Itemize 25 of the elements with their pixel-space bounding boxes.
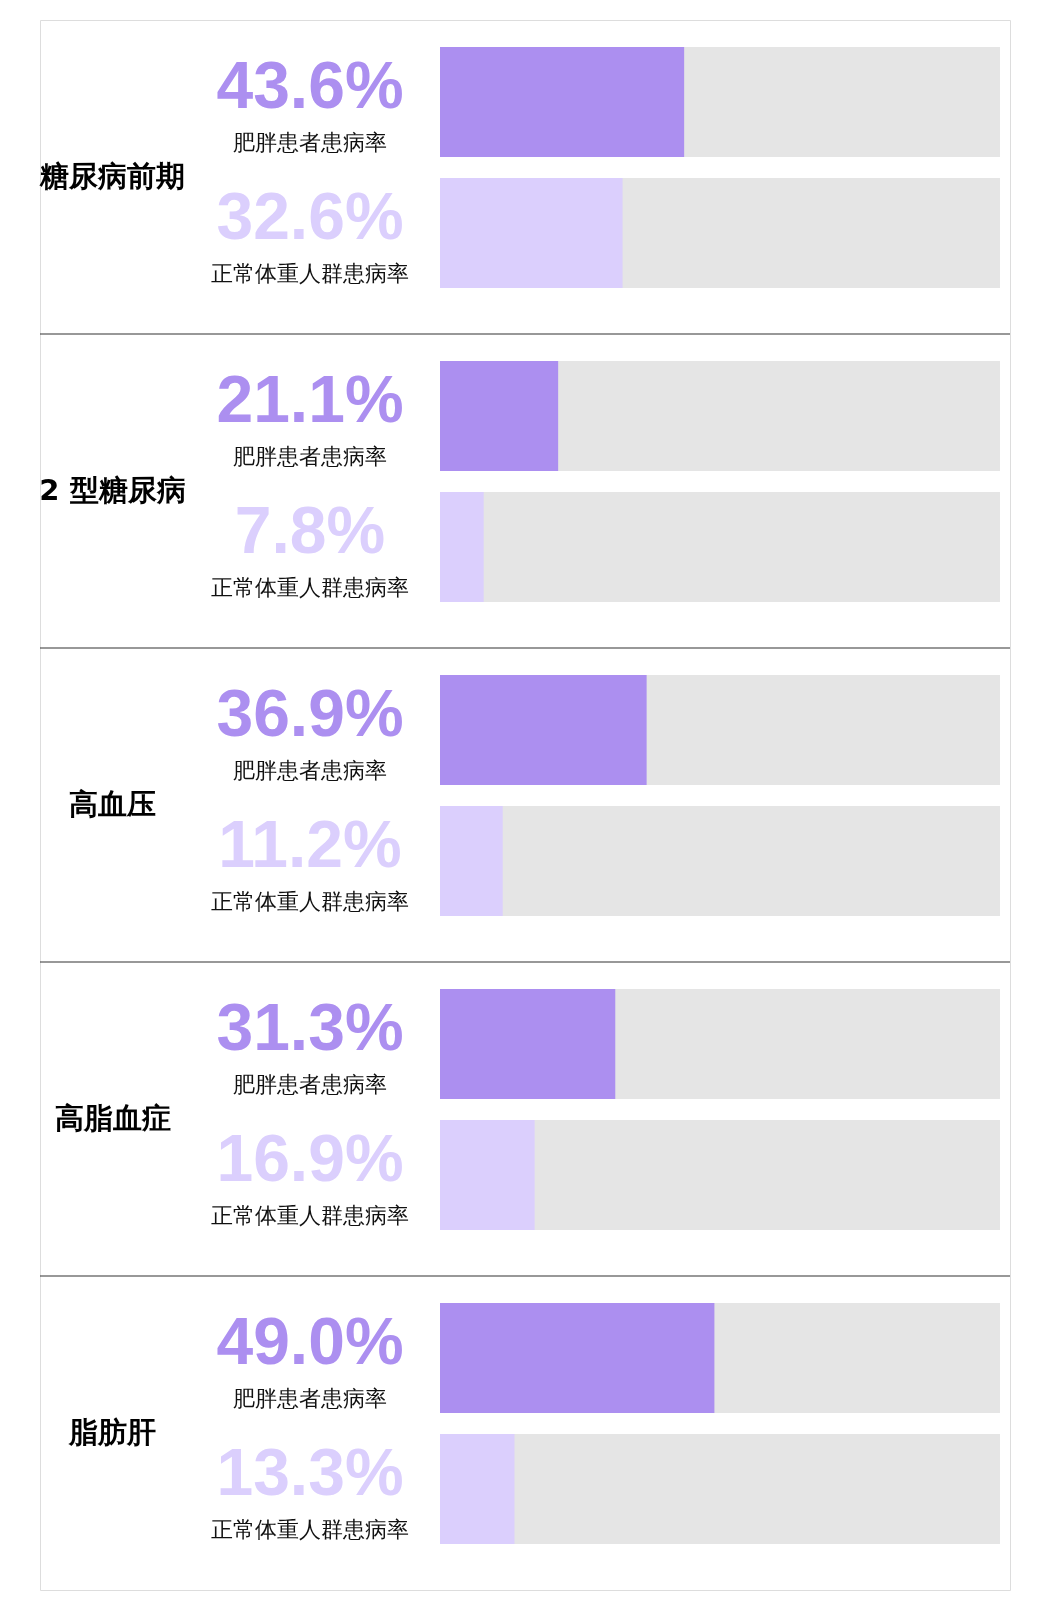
bar — [440, 1433, 515, 1544]
bar — [440, 361, 559, 472]
text: 正常体重人群患病率 — [211, 1516, 409, 1542]
bar — [440, 1119, 535, 1230]
bar — [440, 491, 484, 602]
text: 肥胖患者患病率 — [233, 444, 387, 470]
text: 正常体重人群患病率 — [211, 888, 409, 914]
text: 肥胖患者患病率 — [233, 1072, 387, 1098]
y-tick-label: 脂肪肝 — [68, 1415, 156, 1449]
text: 肥胖患者患病率 — [233, 758, 387, 784]
data-label: 49.0% — [216, 1304, 404, 1379]
text: 肥胖患者患病率 — [233, 130, 387, 156]
text: 肥胖患者患病率 — [233, 1386, 387, 1412]
bar — [440, 805, 503, 916]
y-tick-label: 高脂血症 — [54, 1101, 171, 1135]
data-label: 31.3% — [216, 990, 404, 1065]
data-label: 43.6% — [216, 48, 404, 123]
data-label: 21.1% — [216, 362, 404, 437]
text: 正常体重人群患病率 — [211, 1202, 409, 1228]
y-tick-label: 2 型糖尿病 — [39, 473, 186, 507]
data-label: 36.9% — [216, 676, 404, 751]
series-label: 正常体重人群患病率 — [211, 260, 409, 286]
text: 正常体重人群患病率 — [211, 574, 409, 600]
y-tick-label: 高血压 — [69, 787, 156, 821]
y-tick-label: 糖尿病前期 — [39, 159, 185, 193]
